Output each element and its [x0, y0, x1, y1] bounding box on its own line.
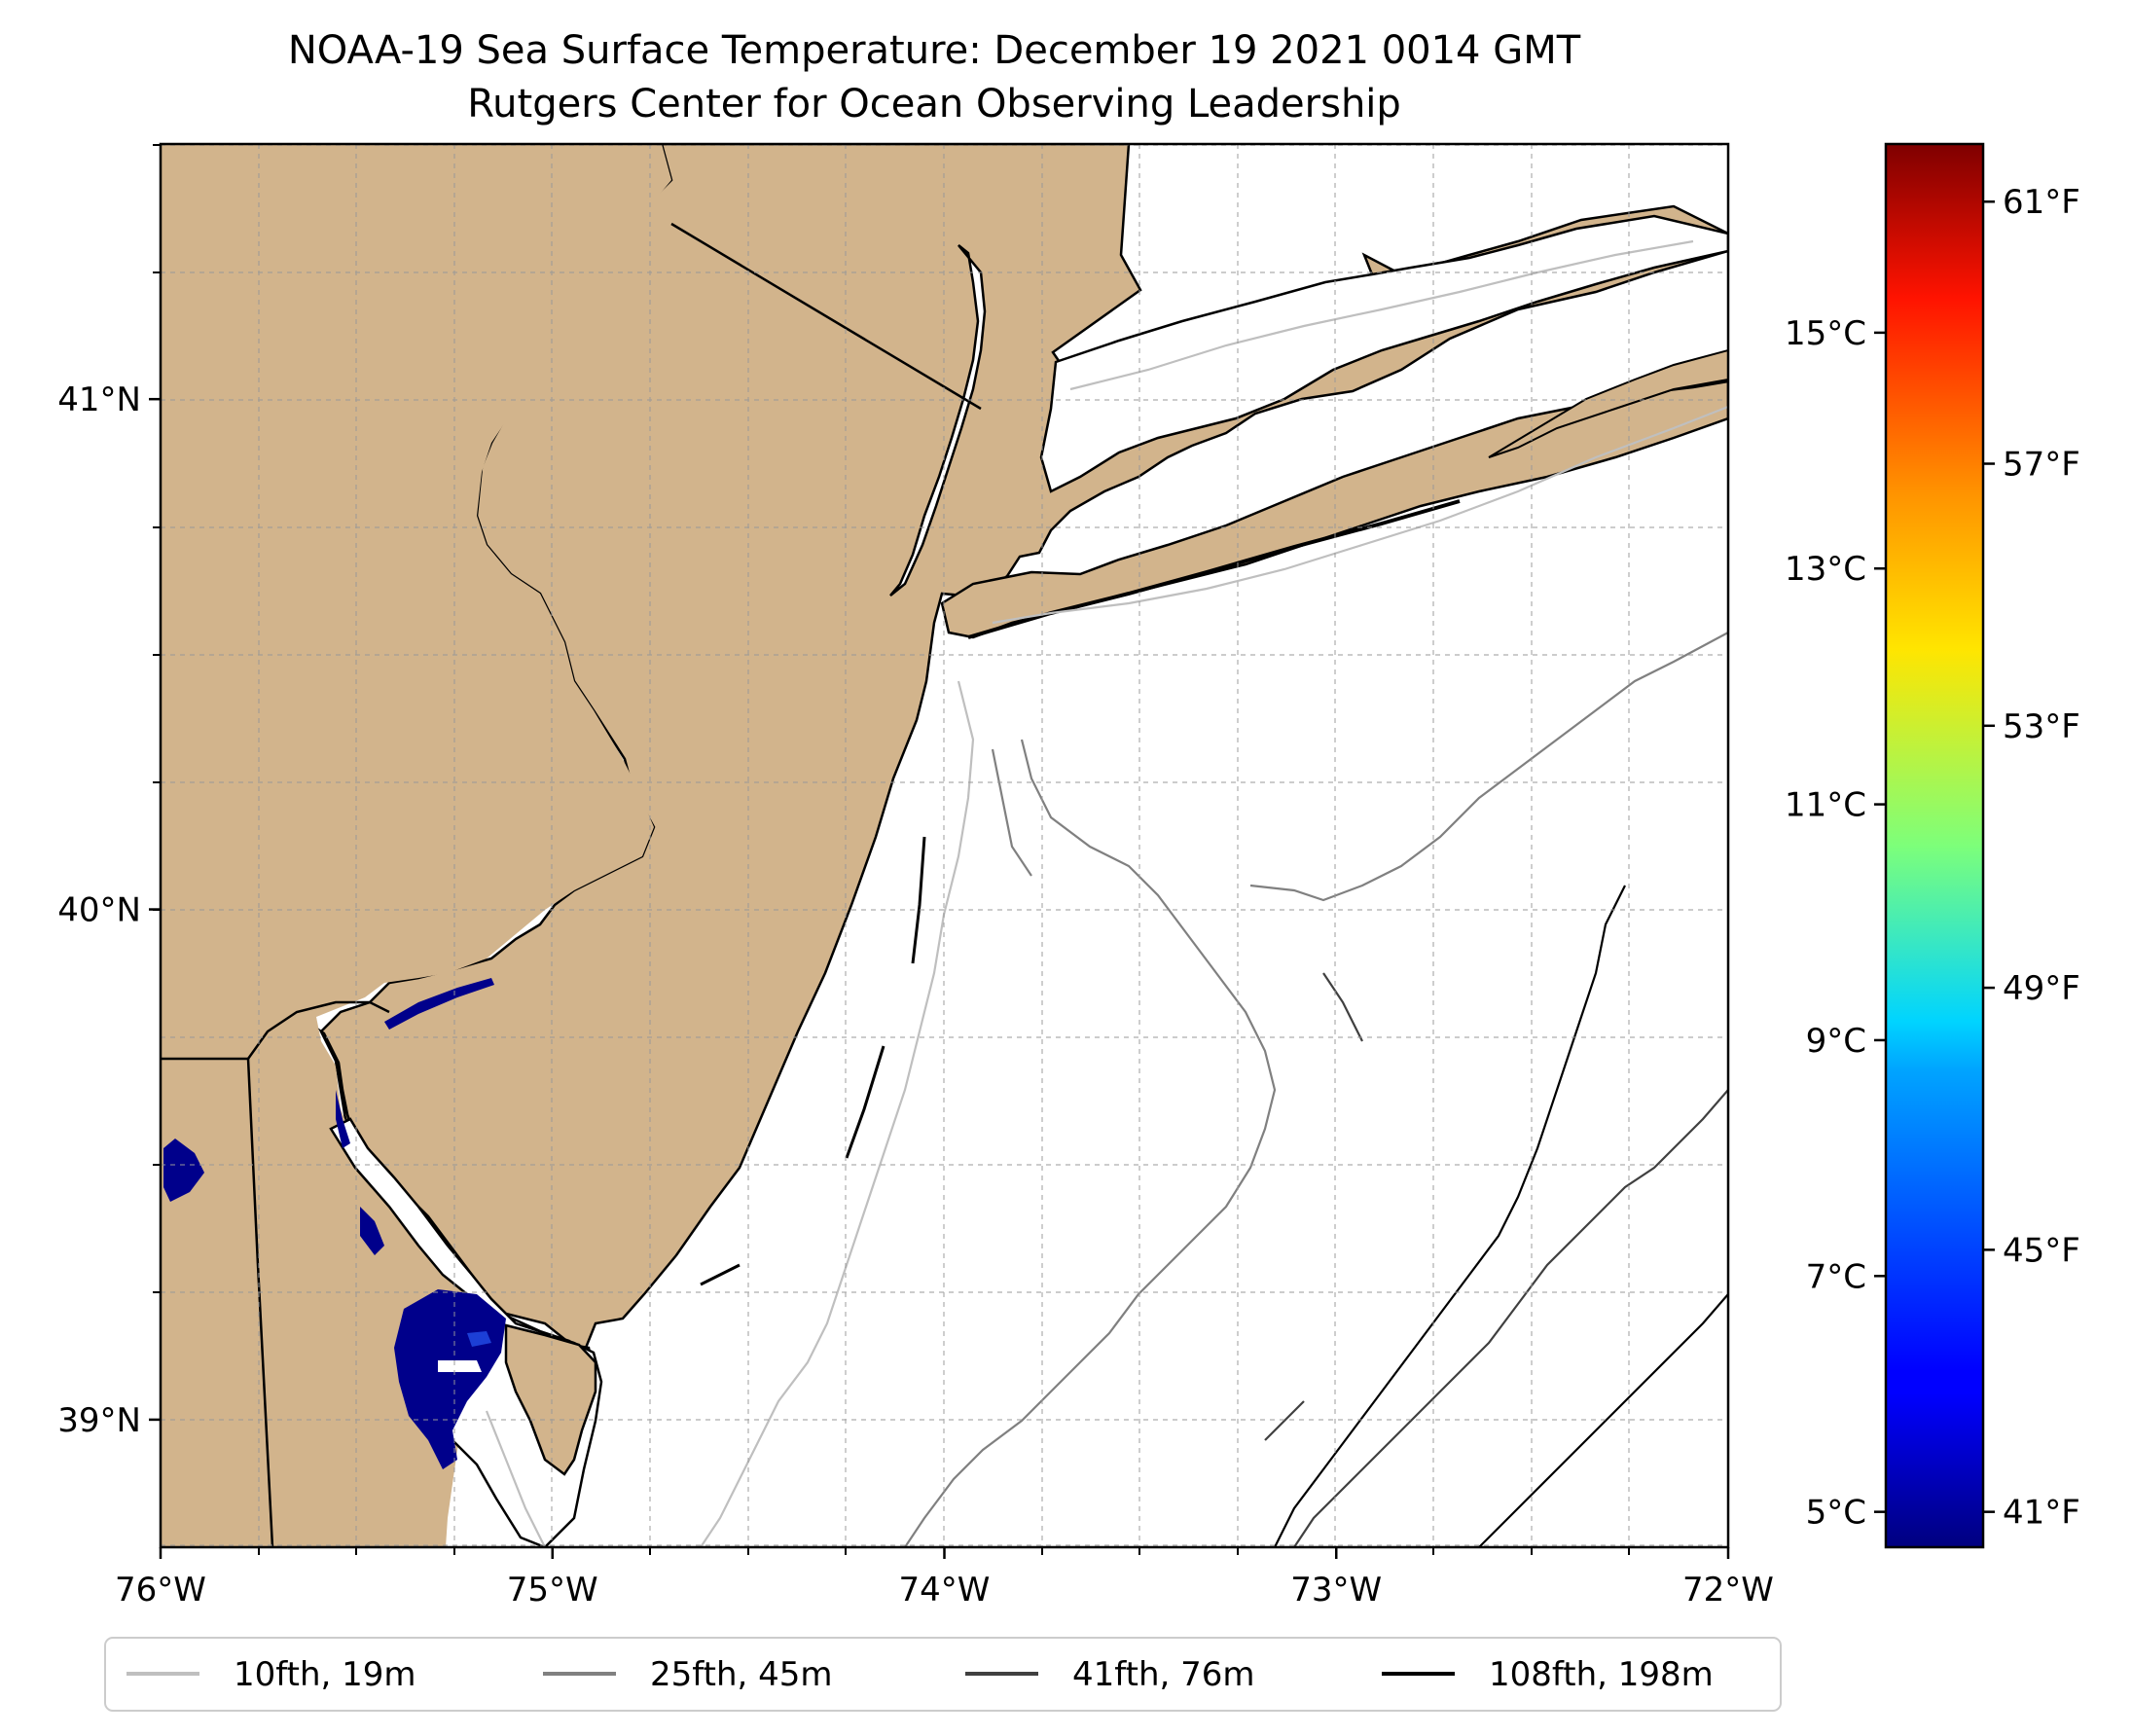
legend-box: [104, 1637, 1782, 1712]
state-boundary-ny-nj: [670, 222, 982, 411]
y-tick-label: 39°N: [57, 1401, 141, 1440]
minor-ticks: [153, 144, 1630, 1555]
x-axis-ticks: 76°W 75°W 74°W 73°W 72°W: [115, 1547, 1774, 1609]
barrier-islands: [700, 836, 926, 1286]
bathy-25fth: [904, 632, 1728, 1547]
colorbar-celsius-label: 13°C: [1785, 550, 1866, 589]
colorbar-celsius-label: 15°C: [1785, 314, 1866, 353]
title-line-1: NOAA-19 Sea Surface Temperature: Decembe…: [288, 28, 1581, 73]
colorbar-gradient: [1884, 142, 1985, 1549]
y-axis-ticks: 41°N 40°N 39°N: [57, 380, 161, 1440]
land-long-island-fork: [1488, 348, 1728, 458]
x-tick-label: 76°W: [115, 1571, 206, 1609]
legend-label: 25fth, 45m: [650, 1655, 833, 1694]
x-tick-label: 73°W: [1290, 1571, 1382, 1609]
hudson-river: [889, 244, 987, 597]
gridlines: [161, 144, 1728, 1547]
legend: 10fth, 19m 25fth, 45m 41fth, 76m 108fth, 19…: [126, 1655, 1714, 1694]
colorbar-fahrenheit-label: 57°F: [2003, 446, 2080, 485]
colorbar-fahrenheit-label: 61°F: [2003, 183, 2080, 222]
y-tick-label: 40°N: [57, 891, 141, 930]
x-tick-label: 75°W: [507, 1571, 598, 1609]
x-tick-label: 72°W: [1682, 1571, 1774, 1609]
long-island-sound: [1039, 214, 1728, 493]
legend-label: 108fth, 198m: [1489, 1655, 1714, 1694]
colorbar-fahrenheit-label: 45°F: [2003, 1231, 2080, 1270]
colorbar-celsius-label: 11°C: [1785, 786, 1866, 825]
colorbar-fahrenheit-label: 49°F: [2003, 969, 2080, 1008]
legend-label: 10fth, 19m: [234, 1655, 416, 1694]
legend-label: 41fth, 76m: [1072, 1655, 1255, 1694]
bathy-108fth: [1274, 885, 1728, 1547]
colorbar-celsius-label: 5°C: [1806, 1494, 1866, 1533]
state-boundary-de: [161, 1057, 274, 1547]
state-boundary-de-arc: [246, 1000, 390, 1060]
colorbar-celsius-ticks: 5°C 7°C 9°C 11°C 13°C 15°C: [1785, 314, 1886, 1533]
title-line-2: Rutgers Center for Ocean Observing Leade…: [467, 82, 1401, 127]
colorbar-celsius-label: 9°C: [1806, 1022, 1866, 1061]
map-panel: [161, 144, 1728, 1547]
land-west: [161, 144, 671, 1547]
x-tick-label: 74°W: [899, 1571, 991, 1609]
colorbar-celsius-label: 7°C: [1806, 1257, 1866, 1296]
colorbar-fahrenheit-ticks: 41°F 45°F 49°F 53°F 57°F 61°F: [1983, 183, 2080, 1533]
y-tick-label: 41°N: [57, 380, 141, 419]
colorbar-fahrenheit-label: 53°F: [2003, 707, 2080, 746]
sst-delaware-warm-spot: [467, 1331, 491, 1347]
delaware-bay-lower: [329, 1117, 603, 1547]
colorbar-fahrenheit-label: 41°F: [2003, 1494, 2080, 1533]
land-cape-may: [504, 1323, 597, 1476]
bathy-10fth: [485, 239, 1728, 1547]
bathy-41fth: [1264, 972, 1728, 1547]
sst-delaware-gap: [438, 1360, 482, 1372]
